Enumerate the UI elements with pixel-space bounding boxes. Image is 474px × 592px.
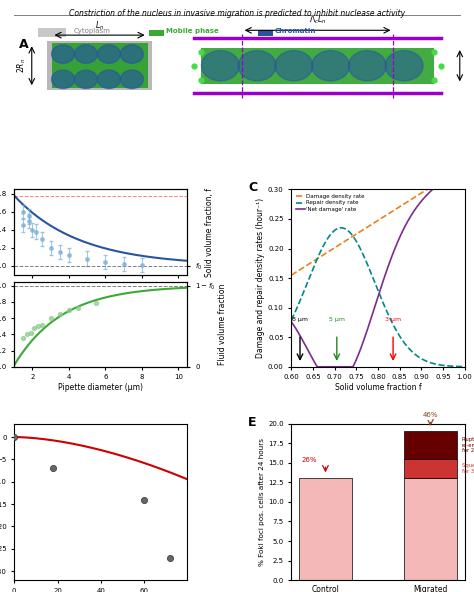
'Net damage' rate [315, 363, 320, 371]
Damage density rate [371, 220, 376, 227]
Repair density rate [372, 279, 378, 287]
Repair density rate [289, 317, 294, 324]
Text: Chromatin: Chromatin [275, 28, 316, 34]
Text: $L_n$: $L_n$ [95, 19, 104, 32]
Point [166, 553, 174, 562]
Bar [404, 432, 456, 459]
Point [92, 299, 100, 308]
Point [49, 464, 57, 473]
'Net damage' rate [462, 162, 467, 169]
'Net damage' rate [372, 303, 378, 310]
Legend: Damage density rate, Repair density rate, 'Net damage' rate: Damage density rate, Repair density rate… [294, 192, 367, 214]
Damage density rate [457, 165, 463, 172]
Repair density rate [392, 324, 398, 332]
Repair density rate [431, 360, 437, 367]
X-axis label: Pipette diameter (μm): Pipette diameter (μm) [58, 383, 143, 392]
Point [38, 320, 46, 329]
Ellipse shape [385, 50, 423, 81]
Repair density rate [458, 363, 464, 370]
Point [56, 309, 64, 318]
Point [19, 334, 27, 343]
Damage density rate [289, 272, 294, 279]
Damage density rate [430, 182, 436, 189]
Point [10, 432, 18, 442]
Ellipse shape [120, 70, 143, 89]
Ellipse shape [201, 50, 239, 81]
Damage density rate [392, 207, 397, 214]
Ellipse shape [275, 50, 313, 81]
Text: 3 μm: 3 μm [385, 317, 401, 323]
Point [23, 330, 31, 339]
Text: A: A [19, 38, 28, 52]
Damage density rate [372, 219, 377, 226]
Text: 26%: 26% [302, 457, 318, 463]
Point [47, 313, 55, 323]
Bar [404, 459, 456, 478]
Text: Rupture and
re-entry
for 2.2 hrs: Rupture and re-entry for 2.2 hrs [462, 437, 474, 453]
Polygon shape [201, 47, 434, 84]
Point [34, 321, 42, 331]
Text: Mobile phase: Mobile phase [166, 28, 219, 34]
Bar [299, 478, 352, 580]
Y-axis label: Fluid volume fraction: Fluid volume fraction [218, 284, 227, 365]
'Net damage' rate [431, 185, 437, 192]
Point [74, 304, 82, 313]
Text: Constriction of the nucleus in invasive migration is predicted to inhibit nuclea: Constriction of the nucleus in invasive … [69, 9, 405, 18]
Text: $\Lambda_c L_n$: $\Lambda_c L_n$ [309, 14, 327, 26]
Ellipse shape [238, 50, 276, 81]
Repair density rate [338, 224, 344, 231]
Repair density rate [383, 305, 388, 312]
Ellipse shape [311, 50, 349, 81]
Text: E: E [248, 416, 256, 429]
Repair density rate [462, 363, 467, 370]
Point [140, 495, 148, 504]
Line: Damage density rate: Damage density rate [292, 166, 465, 275]
Ellipse shape [74, 45, 98, 63]
Damage density rate [462, 162, 467, 169]
Polygon shape [52, 43, 147, 88]
Text: C: C [248, 181, 257, 194]
Point [27, 328, 35, 337]
Y-axis label: Damage and repair density rates (hour⁻¹): Damage and repair density rates (hour⁻¹) [256, 198, 265, 358]
Ellipse shape [98, 45, 120, 63]
X-axis label: Solid volume fraction f: Solid volume fraction f [335, 383, 421, 392]
Text: Squeeze out
for 3 hrs: Squeeze out for 3 hrs [462, 463, 474, 474]
Y-axis label: % FokI foci pos. cells after 24 hours: % FokI foci pos. cells after 24 hours [259, 438, 265, 566]
Repair density rate [371, 277, 377, 284]
'Net damage' rate [458, 165, 464, 172]
Ellipse shape [52, 70, 74, 89]
Point [65, 305, 73, 315]
Bar [404, 478, 456, 580]
'Net damage' rate [371, 306, 377, 313]
Ellipse shape [348, 50, 386, 81]
Text: 8 μm: 8 μm [292, 317, 308, 323]
'Net damage' rate [383, 271, 388, 278]
Ellipse shape [98, 70, 120, 89]
Damage density rate [382, 213, 388, 220]
'Net damage' rate [392, 245, 398, 252]
Line: 'Net damage' rate: 'Net damage' rate [292, 166, 465, 367]
Text: Cytoplasm: Cytoplasm [73, 28, 110, 34]
Y-axis label: Solid volume fraction, f: Solid volume fraction, f [205, 188, 214, 276]
Line: Repair density rate: Repair density rate [292, 228, 465, 366]
Text: $2R_n$: $2R_n$ [15, 58, 27, 73]
Text: 5 μm: 5 μm [329, 317, 345, 323]
Ellipse shape [52, 45, 74, 63]
Point [30, 323, 38, 333]
Ellipse shape [120, 45, 143, 63]
'Net damage' rate [289, 318, 294, 325]
Ellipse shape [74, 70, 98, 89]
Text: 46%: 46% [423, 412, 438, 418]
